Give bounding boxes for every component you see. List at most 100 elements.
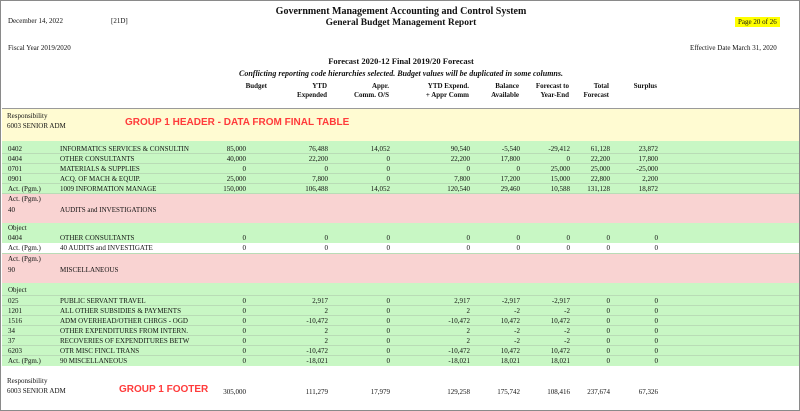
table-row: 025 PUBLIC SERVANT TRAVEL 0 2,917 0 2,917 -2,9… <box>2 296 799 306</box>
row-value: 106,488 <box>305 185 328 193</box>
row-band <box>2 223 799 243</box>
row-value: 90,540 <box>450 145 470 153</box>
row-description: OTHER CONSULTANTS <box>60 234 135 242</box>
row-value: 0 <box>654 327 659 335</box>
row-value: 0 <box>654 234 659 242</box>
row-value: 0 <box>386 317 391 325</box>
row-value: -29,412 <box>548 145 570 153</box>
footer-value: 305,000 <box>223 388 246 396</box>
row-code: 1516 <box>8 317 22 325</box>
row-value: 0 <box>654 297 659 305</box>
table-row: Act. (Pgm.) <box>2 254 799 264</box>
row-value: 40,000 <box>226 155 246 163</box>
row-value: -2 <box>564 337 570 345</box>
report-subtitle: General Budget Management Report <box>325 18 477 28</box>
row-value: 0 <box>606 297 611 305</box>
col-appr: Appr. Comm. O/S <box>354 82 389 99</box>
row-code: 0404 <box>8 234 22 242</box>
row-value: -25,000 <box>636 165 658 173</box>
row-value: 0 <box>242 297 247 305</box>
table-row: Act. (Pgm.) <box>2 194 799 204</box>
row-value: 0 <box>242 165 247 173</box>
row-value: 0 <box>606 337 611 345</box>
row-divider <box>2 325 799 326</box>
row-description: ADM OVERHEAD/OTHER CHRGS - OGD <box>60 317 188 325</box>
col-ytd: YTD Expended <box>297 82 327 99</box>
row-value: 0 <box>386 357 391 365</box>
row-value: 0 <box>386 307 391 315</box>
group-header-band <box>2 109 799 141</box>
row-value: 120,540 <box>447 185 470 193</box>
row-value: 0 <box>386 165 391 173</box>
row-value: 0 <box>654 244 659 252</box>
row-code: Act. (Pgm.) <box>8 244 41 252</box>
row-value: 22,800 <box>590 175 610 183</box>
group-footer-value: 6003 SENIOR ADM <box>7 387 66 395</box>
row-band <box>2 283 799 366</box>
row-code: Act. (Pgm.) <box>8 255 41 263</box>
row-description: RECOVERIES OF EXPENDITURES BETW <box>60 337 190 345</box>
row-code: 0901 <box>8 175 22 183</box>
row-value: 7,800 <box>312 175 328 183</box>
row-description: 90 MISCELLANEOUS <box>60 357 128 365</box>
row-value: 0 <box>654 347 659 355</box>
row-value: 23,872 <box>638 145 658 153</box>
row-value: 14,052 <box>370 185 390 193</box>
row-value: -18,021 <box>448 357 470 365</box>
row-band <box>2 194 799 223</box>
row-code: Act. (Pgm.) <box>8 185 41 193</box>
table-row: 34 OTHER EXPENDITURES FROM INTERN. 0 2 0 2 -2 -… <box>2 326 799 336</box>
row-value: 0 <box>566 155 571 163</box>
row-value: 0 <box>242 357 247 365</box>
row-description: ACQ. OF MACH & EQUIP. <box>60 175 141 183</box>
report-title: Government Management Accounting and Con… <box>275 6 527 17</box>
row-description: 40 AUDITS and INVESTIGATE <box>60 244 153 252</box>
table-row: Act. (Pgm.) 40 AUDITS and INVESTIGATE 0 0 0 0… <box>2 243 799 253</box>
row-value: 0 <box>386 337 391 345</box>
row-value: -10,472 <box>448 317 470 325</box>
row-value: 0 <box>242 234 247 242</box>
row-value: 17,800 <box>500 155 520 163</box>
row-value: 76,488 <box>308 145 328 153</box>
row-code: 90 <box>8 266 15 274</box>
row-description: ALL OTHER SUBSIDIES & PAYMENTS <box>60 307 181 315</box>
row-value: -5,540 <box>501 145 520 153</box>
row-divider <box>2 173 799 174</box>
row-code: 025 <box>8 297 19 305</box>
row-divider <box>2 355 799 356</box>
row-description: MATERIALS & SUPPLIES <box>60 165 140 173</box>
footer-value: 17,979 <box>370 388 390 396</box>
row-divider <box>2 295 799 296</box>
row-value: 0 <box>606 307 611 315</box>
row-value: 0 <box>386 244 391 252</box>
row-value: 2 <box>324 337 329 345</box>
row-value: 0 <box>386 327 391 335</box>
row-value: 0 <box>516 244 521 252</box>
row-divider <box>2 345 799 346</box>
row-description: INFORMATICS SERVICES & CONSULTIN <box>60 145 189 153</box>
row-code: 0402 <box>8 145 22 153</box>
row-divider <box>2 183 799 184</box>
row-value: 14,052 <box>370 145 390 153</box>
group-header-annotation: GROUP 1 HEADER - DATA FROM FINAL TABLE <box>125 117 350 128</box>
row-value: 0 <box>606 234 611 242</box>
row-value: 0 <box>466 165 471 173</box>
row-value: 0 <box>242 307 247 315</box>
row-value: 25,000 <box>550 165 570 173</box>
row-value: 0 <box>386 297 391 305</box>
row-value: 2,200 <box>642 175 658 183</box>
row-value: -2 <box>564 307 570 315</box>
row-code: 34 <box>8 327 15 335</box>
row-value: 22,200 <box>308 155 328 163</box>
row-value: 0 <box>516 165 521 173</box>
group-header-label: Responsibility <box>7 112 48 120</box>
table-row: 0701 MATERIALS & SUPPLIES 0 0 0 0 0 25,000 25,00… <box>2 164 799 174</box>
table-row: 40 AUDITS and INVESTIGATIONS <box>2 205 799 215</box>
row-value: 0 <box>566 244 571 252</box>
table-row: Object <box>2 285 799 295</box>
row-value: -10,472 <box>306 347 328 355</box>
row-value: 0 <box>654 337 659 345</box>
row-value: -2 <box>514 307 520 315</box>
row-value: 0 <box>466 234 471 242</box>
row-value: 2 <box>466 327 471 335</box>
